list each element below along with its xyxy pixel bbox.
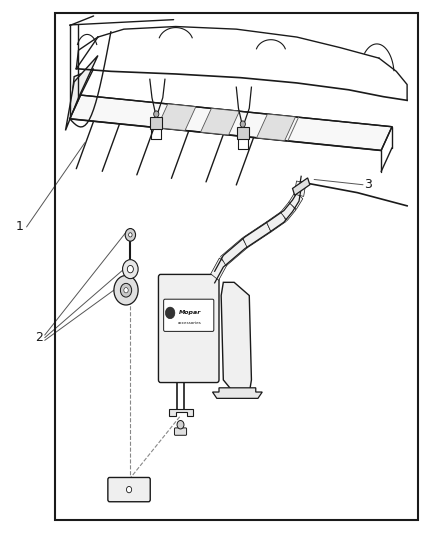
Circle shape [154, 111, 159, 117]
Circle shape [120, 284, 132, 297]
Polygon shape [243, 222, 271, 248]
Polygon shape [211, 258, 227, 280]
FancyBboxPatch shape [108, 478, 150, 502]
FancyBboxPatch shape [174, 428, 187, 435]
Polygon shape [257, 114, 296, 141]
Circle shape [177, 421, 184, 429]
Polygon shape [266, 212, 286, 232]
Polygon shape [70, 69, 94, 119]
FancyBboxPatch shape [159, 274, 219, 383]
Text: 2: 2 [35, 331, 43, 344]
Circle shape [240, 121, 245, 127]
Polygon shape [293, 178, 310, 195]
Circle shape [123, 260, 138, 279]
Bar [55, 13, 418, 520]
Text: 1: 1 [16, 221, 24, 233]
Polygon shape [66, 55, 98, 131]
Bar [150, 117, 162, 129]
Circle shape [125, 229, 135, 241]
Text: Mopar: Mopar [179, 310, 201, 316]
Polygon shape [70, 95, 392, 150]
Polygon shape [289, 192, 303, 209]
Circle shape [127, 487, 132, 493]
Polygon shape [280, 202, 296, 221]
Bar [237, 127, 249, 139]
FancyBboxPatch shape [164, 299, 214, 332]
Polygon shape [221, 238, 247, 266]
Polygon shape [169, 409, 193, 416]
Polygon shape [157, 104, 196, 131]
Text: accessories: accessories [178, 321, 202, 325]
Circle shape [166, 307, 175, 319]
Circle shape [127, 265, 134, 273]
Polygon shape [201, 108, 240, 135]
Polygon shape [212, 388, 262, 398]
Circle shape [129, 233, 132, 237]
Circle shape [114, 276, 138, 305]
Polygon shape [294, 181, 306, 197]
Text: 3: 3 [364, 178, 372, 191]
Polygon shape [221, 282, 251, 393]
Circle shape [124, 288, 128, 293]
